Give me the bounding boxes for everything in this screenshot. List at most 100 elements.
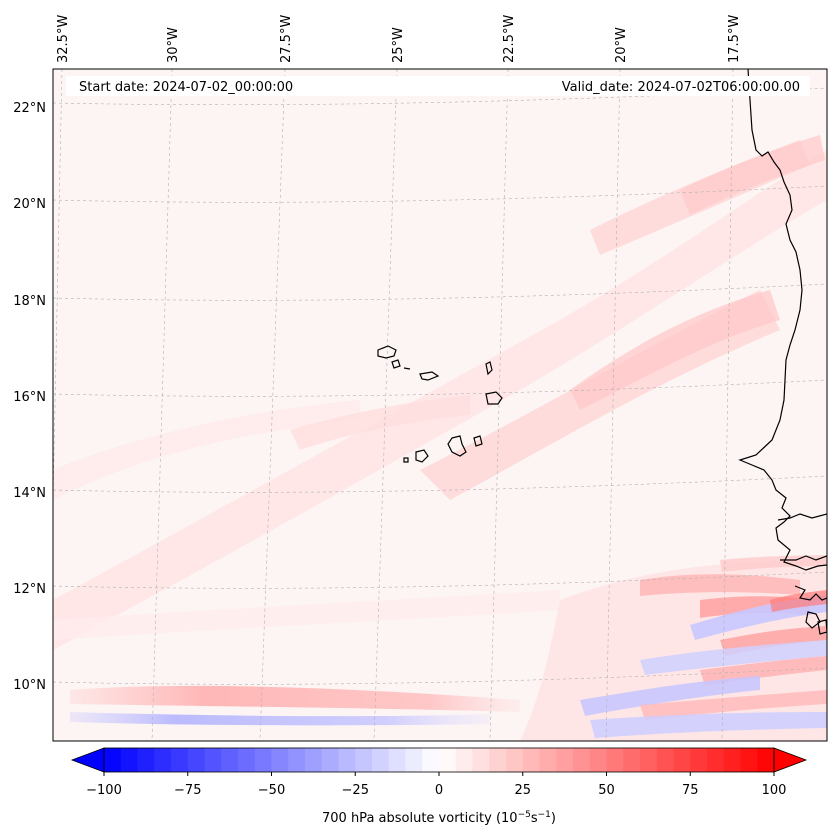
- lat-label: 12°N: [13, 582, 46, 597]
- island-boa-vista: [485, 391, 503, 405]
- lat-label: 10°N: [13, 678, 46, 693]
- colorbar-cell: [288, 748, 306, 772]
- colorbar-cell: [388, 748, 406, 772]
- meridian-line: [53, 69, 63, 516]
- coastal-island: [805, 611, 821, 629]
- colorbar-cells: [104, 748, 775, 772]
- info-box: [66, 76, 810, 96]
- colorbar-cell: [506, 748, 524, 772]
- lat-label: 18°N: [13, 294, 46, 309]
- vorticity-band: [70, 712, 490, 726]
- meridian-line: [605, 69, 621, 741]
- colorbar-tick-label: −25: [342, 783, 369, 798]
- colorbar-cell: [372, 748, 390, 772]
- vorticity-band: [640, 640, 827, 675]
- lon-label: 30°W: [166, 27, 181, 63]
- vorticity-band: [570, 290, 780, 410]
- colorbar-cell: [673, 748, 691, 772]
- colorbar-tick-label: 25: [514, 783, 531, 798]
- coastlines: [377, 69, 827, 635]
- vorticity-band: [290, 395, 470, 450]
- colorbar-title-exponent: −1: [538, 810, 551, 820]
- colorbar-cell: [221, 748, 239, 772]
- vorticity-band: [53, 400, 360, 500]
- colorbar-cell: [573, 748, 591, 772]
- colorbar-title-close: ): [551, 811, 556, 826]
- meridian-line: [489, 69, 509, 741]
- colorbar-cell: [120, 748, 138, 772]
- guinea-bissau-coast: [780, 555, 827, 561]
- lon-label: 25°W: [391, 27, 406, 63]
- colorbar-max-extend: [773, 747, 808, 773]
- coastal-island: [817, 619, 827, 635]
- vorticity-band: [590, 712, 827, 738]
- colorbar-ticks: −100 −75 −50 −25 0 25 50 75 100: [86, 772, 786, 798]
- start-date-label: Start date: 2024-07-02_00:00:00: [79, 80, 293, 95]
- vorticity-band: [640, 690, 827, 720]
- colorbar-cell: [472, 748, 490, 772]
- colorbar-cell: [740, 748, 758, 772]
- colorbar-cell: [238, 748, 256, 772]
- colorbar-cell: [522, 748, 540, 772]
- colorbar-cell: [589, 748, 607, 772]
- colorbar-cell: [623, 748, 641, 772]
- colorbar-cell: [489, 748, 507, 772]
- island-sao-vicente: [391, 359, 401, 369]
- valid-date-label: Valid_date: 2024-07-02T06:00:00.00: [562, 80, 800, 95]
- vorticity-band: [720, 555, 827, 572]
- vorticity-band: [640, 574, 800, 596]
- colorbar-cell: [656, 748, 674, 772]
- colorbar-tick-label: 0: [435, 783, 443, 798]
- africa-coastline: [738, 69, 827, 571]
- meridian-line: [259, 69, 286, 741]
- meridian-line: [151, 69, 173, 741]
- colorbar-cell: [338, 748, 356, 772]
- colorbar-cell: [707, 748, 725, 772]
- island-fogo: [415, 449, 429, 463]
- colorbar-cell: [355, 748, 373, 772]
- vorticity-band: [53, 590, 560, 640]
- island-sal: [485, 361, 493, 376]
- vorticity-band: [770, 590, 827, 612]
- lon-label: 27.5°W: [279, 15, 294, 63]
- lon-label: 32.5°W: [56, 15, 71, 63]
- colorbar-tick-label: −100: [86, 783, 122, 798]
- colorbar-cell: [723, 748, 741, 772]
- bissagos-coast: [794, 585, 827, 601]
- lon-label: 17.5°W: [727, 15, 742, 63]
- island-sao-nicolau: [419, 371, 440, 381]
- island-maio: [473, 435, 483, 447]
- vorticity-band: [580, 676, 760, 716]
- colorbar-cell: [271, 748, 289, 772]
- vorticity-band: [70, 685, 520, 712]
- lon-label: 20°W: [614, 27, 629, 63]
- colorbar-cell: [204, 748, 222, 772]
- colorbar-cell: [154, 748, 172, 772]
- colorbar-cell: [455, 748, 473, 772]
- colorbar-title-exponent: −5: [518, 810, 531, 820]
- colorbar-tick-label: 75: [682, 783, 699, 798]
- lat-label: 20°N: [13, 197, 46, 212]
- colorbar-cell: [104, 748, 122, 772]
- meridian-line: [373, 69, 398, 741]
- gambia-river-coast: [777, 513, 827, 521]
- colorbar: −100 −75 −50 −25 0 25 50 75 100 700 hPa absolute…: [70, 747, 808, 826]
- island-brava: [403, 457, 409, 463]
- colorbar-title-text: 700 hPa absolute vorticity (10: [322, 811, 518, 826]
- colorbar-title: 700 hPa absolute vorticity (10−5s−1): [322, 810, 556, 826]
- map-frame: [52, 68, 828, 742]
- colorbar-cell: [305, 748, 323, 772]
- colorbar-cell: [405, 748, 423, 772]
- colorbar-cell: [187, 748, 205, 772]
- vorticity-field: [53, 69, 827, 741]
- lon-label: 22.5°W: [502, 15, 517, 63]
- island-santiago: [447, 435, 467, 457]
- colorbar-cell: [556, 748, 574, 772]
- colorbar-tick-label: 100: [762, 783, 787, 798]
- colorbar-cell: [422, 748, 440, 772]
- colorbar-tick-label: −50: [258, 783, 285, 798]
- island-santo-antao: [377, 345, 397, 359]
- colorbar-cell: [640, 748, 658, 772]
- lat-label: 16°N: [13, 390, 46, 405]
